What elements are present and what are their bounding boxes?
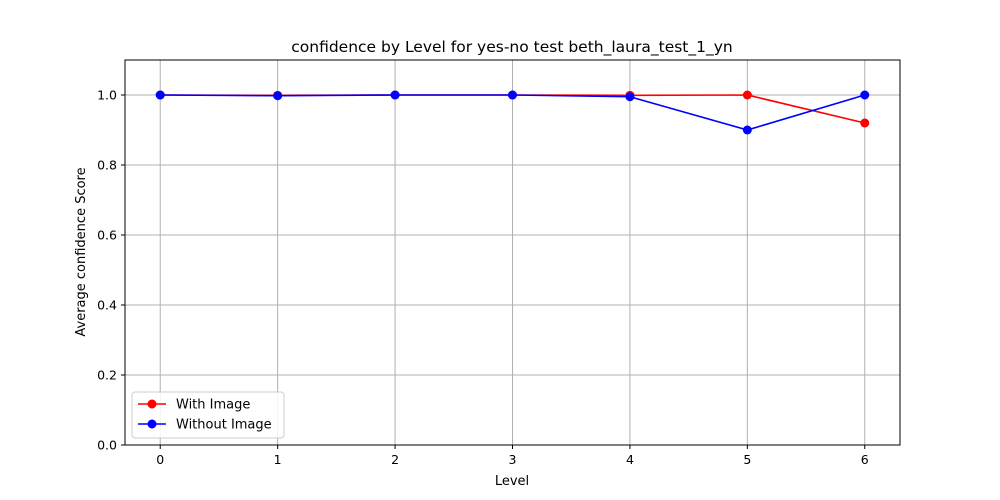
y-tick-label: 0.6 xyxy=(97,228,117,243)
point-without-image xyxy=(508,90,517,100)
point-without-image xyxy=(742,125,752,135)
grid xyxy=(125,60,900,446)
y-tick-label: 0.8 xyxy=(97,158,117,173)
chart-title: confidence by Level for yes-no test beth… xyxy=(291,38,733,57)
point-without-image xyxy=(155,90,165,100)
x-tick-label: 4 xyxy=(626,452,634,467)
point-without-image xyxy=(860,90,870,100)
point-with-image xyxy=(742,90,752,100)
y-tick-label: 0.0 xyxy=(97,438,117,453)
x-tick-label: 0 xyxy=(156,452,164,467)
y-tick-label: 0.4 xyxy=(97,298,117,313)
legend-marker-with-image xyxy=(147,399,157,409)
legend-label-with-image: With Image xyxy=(176,398,250,413)
legend-box xyxy=(131,391,285,439)
legend-label-without-image: Without Image xyxy=(176,418,272,433)
y-tick-label: 0.2 xyxy=(97,368,117,383)
x-tick-label: 2 xyxy=(391,452,399,467)
legend-marker-without-image xyxy=(147,419,157,429)
legend: With Image Without Image xyxy=(131,391,285,439)
x-tick-label: 3 xyxy=(509,452,517,467)
x-tick-label: 1 xyxy=(274,452,282,467)
point-without-image xyxy=(625,92,635,102)
point-without-image xyxy=(273,91,283,101)
y-tick-label: 1.0 xyxy=(97,88,117,103)
point-without-image xyxy=(390,90,400,100)
x-tick-label: 5 xyxy=(743,452,751,467)
ticks: 0 1 2 3 4 5 6 0.0 0.2 0.4 0.6 0.8 1.0 xyxy=(97,88,869,468)
x-axis-label: Level xyxy=(495,474,529,489)
y-axis-label: Average confidence Score xyxy=(74,167,89,336)
point-with-image xyxy=(860,118,870,128)
series-layer xyxy=(155,90,870,135)
x-tick-label: 6 xyxy=(861,452,869,467)
